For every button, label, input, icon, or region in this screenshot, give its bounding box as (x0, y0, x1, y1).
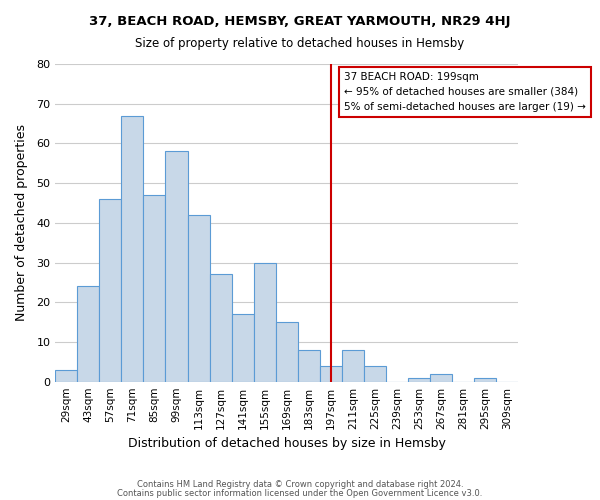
Bar (430, 374, 452, 382)
Bar (188, 215, 209, 382)
Y-axis label: Number of detached properties: Number of detached properties (15, 124, 28, 322)
Bar (77, 286, 100, 382)
Text: Contains public sector information licensed under the Open Government Licence v3: Contains public sector information licen… (118, 489, 482, 498)
Bar (408, 378, 430, 382)
Bar (143, 195, 166, 382)
Bar (320, 366, 342, 382)
X-axis label: Distribution of detached houses by size in Hemsby: Distribution of detached houses by size … (128, 437, 446, 450)
Text: 37 BEACH ROAD: 199sqm
← 95% of detached houses are smaller (384)
5% of semi-deta: 37 BEACH ROAD: 199sqm ← 95% of detached … (344, 72, 586, 112)
Bar (342, 350, 364, 382)
Bar (121, 116, 143, 382)
Bar (364, 366, 386, 382)
Bar (275, 322, 298, 382)
Bar (232, 314, 254, 382)
Bar (55, 370, 77, 382)
Bar (298, 350, 320, 382)
Text: 37, BEACH ROAD, HEMSBY, GREAT YARMOUTH, NR29 4HJ: 37, BEACH ROAD, HEMSBY, GREAT YARMOUTH, … (89, 15, 511, 28)
Text: Size of property relative to detached houses in Hemsby: Size of property relative to detached ho… (136, 38, 464, 51)
Bar (166, 152, 188, 382)
Bar (209, 274, 232, 382)
Bar (474, 378, 496, 382)
Bar (100, 199, 121, 382)
Bar (254, 262, 275, 382)
Text: Contains HM Land Registry data © Crown copyright and database right 2024.: Contains HM Land Registry data © Crown c… (137, 480, 463, 489)
